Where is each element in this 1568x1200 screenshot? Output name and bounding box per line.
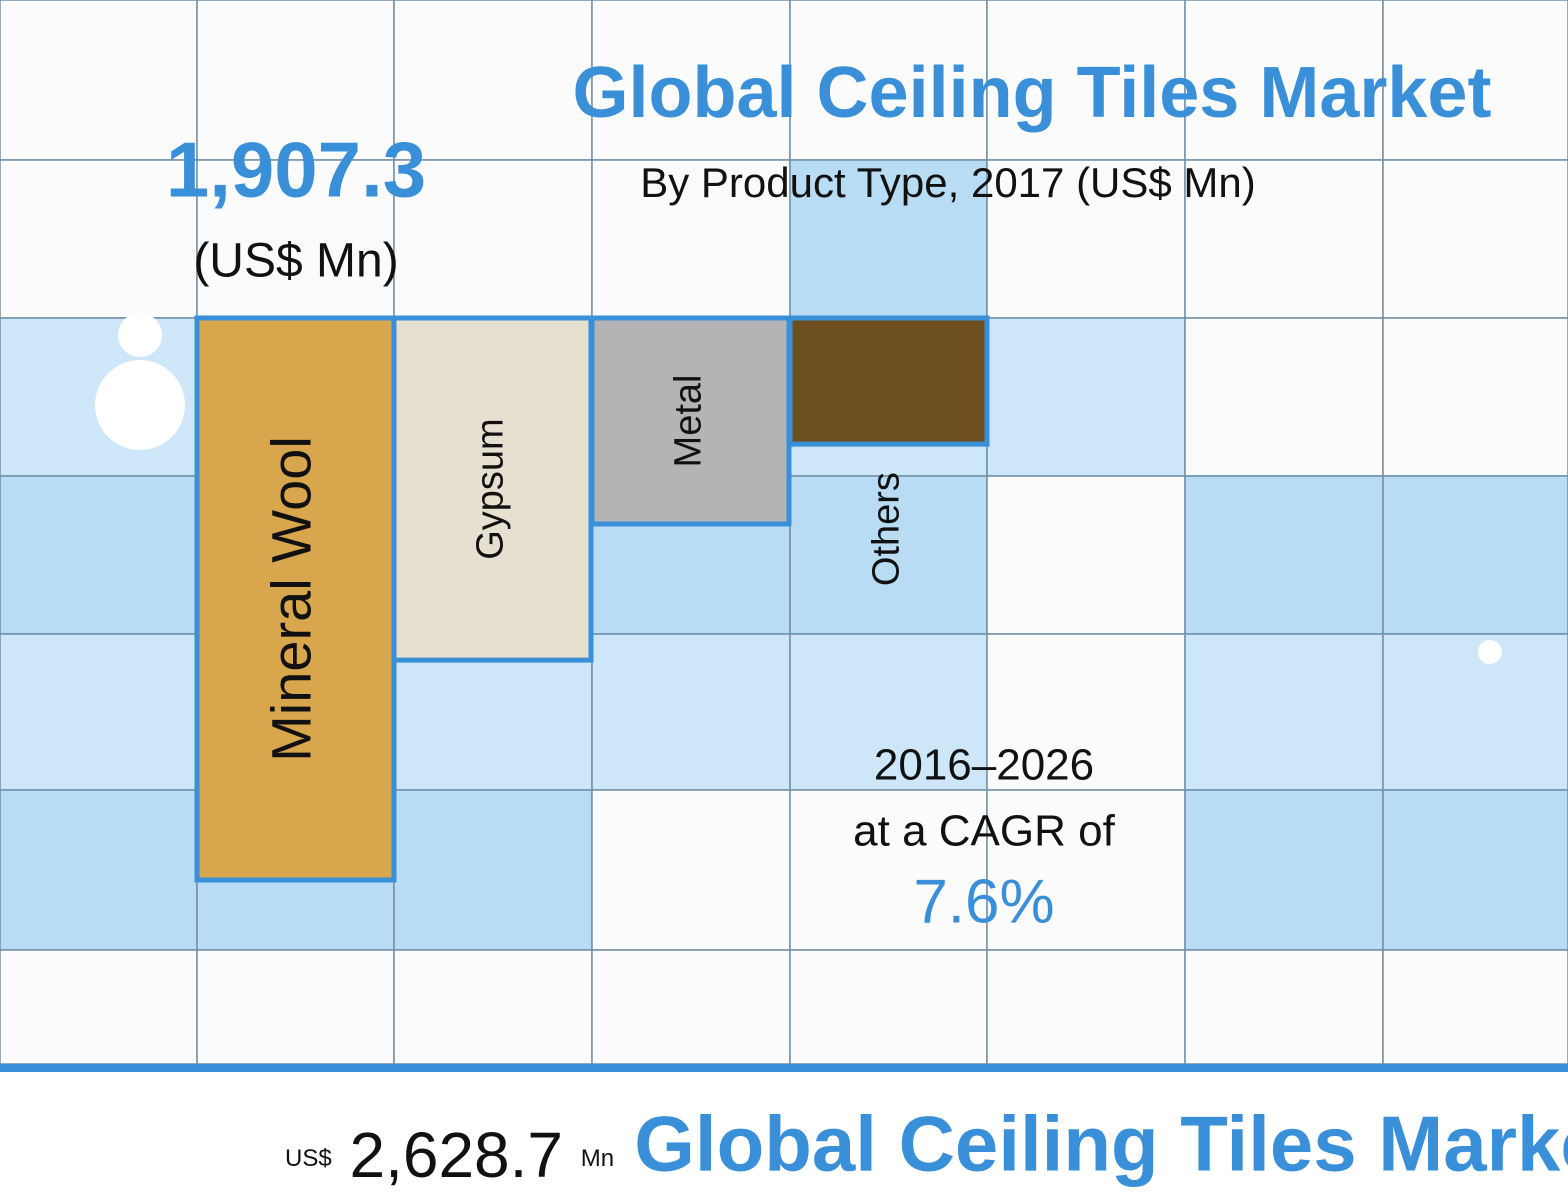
tile [789,0,988,161]
tile [986,317,1186,477]
cagr-text: at a CAGR of [853,807,1115,856]
tile [986,633,1186,791]
tile [0,0,198,161]
tile [1184,949,1384,1065]
tile [393,949,593,1065]
tile [789,789,988,951]
footer-currency: US$ [285,1145,332,1172]
tile [1184,159,1384,319]
tile [1382,317,1568,477]
tile [591,789,791,951]
bar [787,315,990,447]
tile [393,0,593,161]
tile [1382,159,1568,319]
tile [986,159,1186,319]
footer-title: Global Ceiling Tiles Market [634,1100,1568,1188]
decor-dot [118,313,162,357]
tile [1184,475,1384,635]
tile [986,949,1186,1065]
bar [194,315,397,883]
tile [1382,633,1568,791]
tile [196,949,395,1065]
tile [0,633,198,791]
tile [1184,789,1384,951]
tile [0,475,198,635]
bar-label: Metal [668,375,710,468]
bar-label: Others [866,472,908,586]
tile [0,949,198,1065]
tile [789,949,988,1065]
value-label: 1,907.3 [166,126,426,214]
tile [0,789,198,951]
decor-dot [1478,640,1502,664]
cagr-value: 7.6% [913,867,1054,936]
tile [789,159,988,319]
tile [986,0,1186,161]
bar-label: Mineral Wool [259,436,322,762]
divider [0,1064,1568,1072]
chart-subtitle: By Product Type, 2017 (US$ Mn) [640,159,1256,206]
footer-number: 2,628.7 [349,1119,563,1191]
tile [1382,475,1568,635]
footer-band [0,1072,1568,1200]
decor-dot [95,360,185,450]
tile [0,159,198,319]
tile [1184,317,1384,477]
tile [1382,789,1568,951]
tile [1382,0,1568,161]
chart-title: Global Ceiling Tiles Market [573,53,1492,133]
tile [789,633,988,791]
footer-unit: Mn [581,1145,614,1172]
cagr-period: 2016–2026 [874,741,1094,790]
bar [589,315,792,527]
tile [591,633,791,791]
tile [986,475,1186,635]
footer-value: US$ 2,628.7 Mn [285,1119,614,1191]
tile [591,949,791,1065]
bar-label: Gypsum [470,418,512,559]
tile [1382,949,1568,1065]
bar [391,315,594,663]
tile [393,789,593,951]
value-unit: (US$ Mn) [193,235,398,288]
tile [196,159,395,319]
tile [1184,633,1384,791]
